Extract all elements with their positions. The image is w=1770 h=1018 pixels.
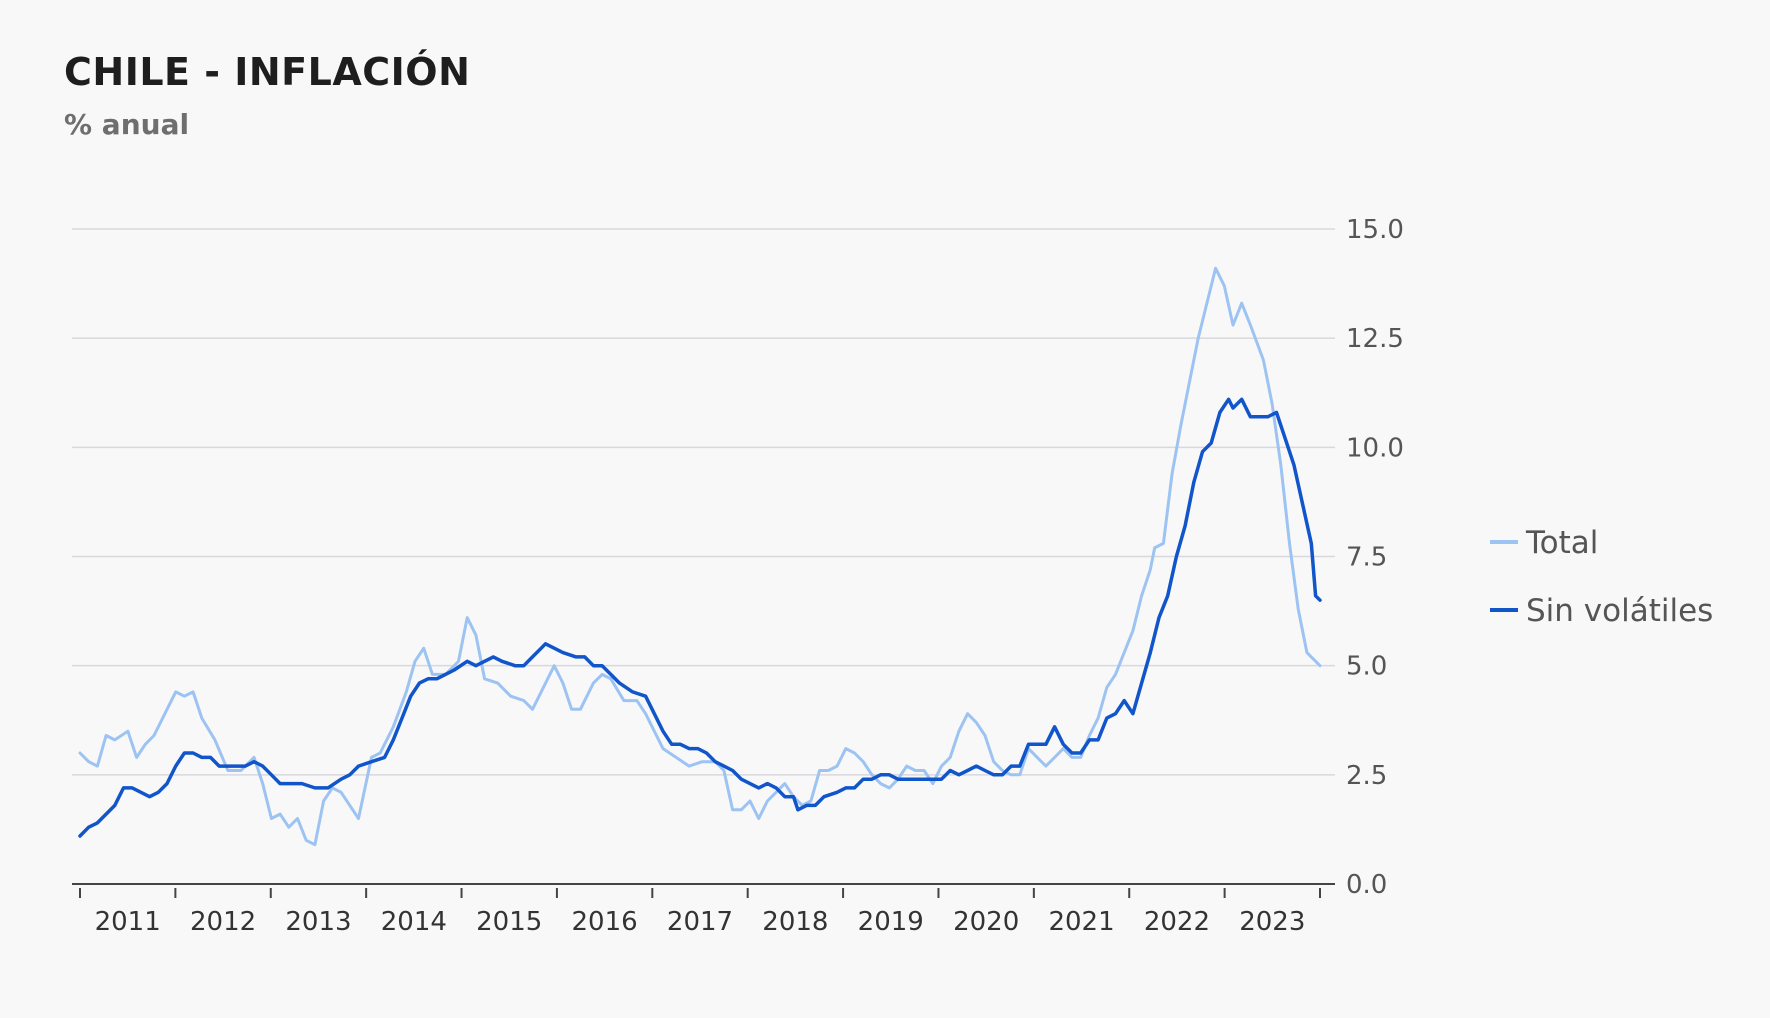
legend-label: Total <box>1525 525 1598 561</box>
legend-label: Sin volátiles <box>1526 593 1713 629</box>
x-tick-label: 2023 <box>1239 907 1305 937</box>
x-tick-label: 2012 <box>190 907 256 937</box>
x-tick-label: 2011 <box>95 907 161 937</box>
x-tick-label: 2015 <box>476 907 542 937</box>
y-tick-label: 2.5 <box>1346 761 1387 791</box>
chart-title: CHILE - INFLACIÓN <box>64 50 471 94</box>
x-tick-label: 2018 <box>762 907 828 937</box>
series-line-total <box>78 266 1322 847</box>
y-tick-label: 10.0 <box>1346 433 1404 463</box>
x-tick-label: 2016 <box>572 907 638 937</box>
series-line-sin-volatiles <box>78 397 1322 838</box>
x-tick-label: 2017 <box>667 907 733 937</box>
x-tick-label: 2022 <box>1144 907 1210 937</box>
x-tick-label: 2021 <box>1048 907 1114 937</box>
x-tick-label: 2014 <box>381 907 447 937</box>
x-tick-label: 2020 <box>953 907 1019 937</box>
y-axis: 0.0 2.5 5.0 7.5 10.0 12.5 15.0 <box>1346 215 1404 900</box>
grid-lines <box>72 228 1335 776</box>
x-tick-label: 2019 <box>858 907 924 937</box>
y-tick-label: 15.0 <box>1346 215 1404 245</box>
x-axis <box>72 883 1335 898</box>
chart-subtitle: % anual <box>64 108 190 141</box>
x-tick-label: 2013 <box>285 907 351 937</box>
y-tick-label: 12.5 <box>1346 324 1404 354</box>
y-tick-label: 0.0 <box>1346 870 1387 900</box>
series-lines <box>78 266 1322 847</box>
y-tick-label: 5.0 <box>1346 652 1387 682</box>
y-tick-label: 7.5 <box>1346 543 1387 573</box>
legend: Total Sin volátiles <box>1490 525 1713 629</box>
x-tick-labels: 2011 2012 2013 2014 2015 2016 2017 2018 2019 2020… <box>95 907 1306 937</box>
